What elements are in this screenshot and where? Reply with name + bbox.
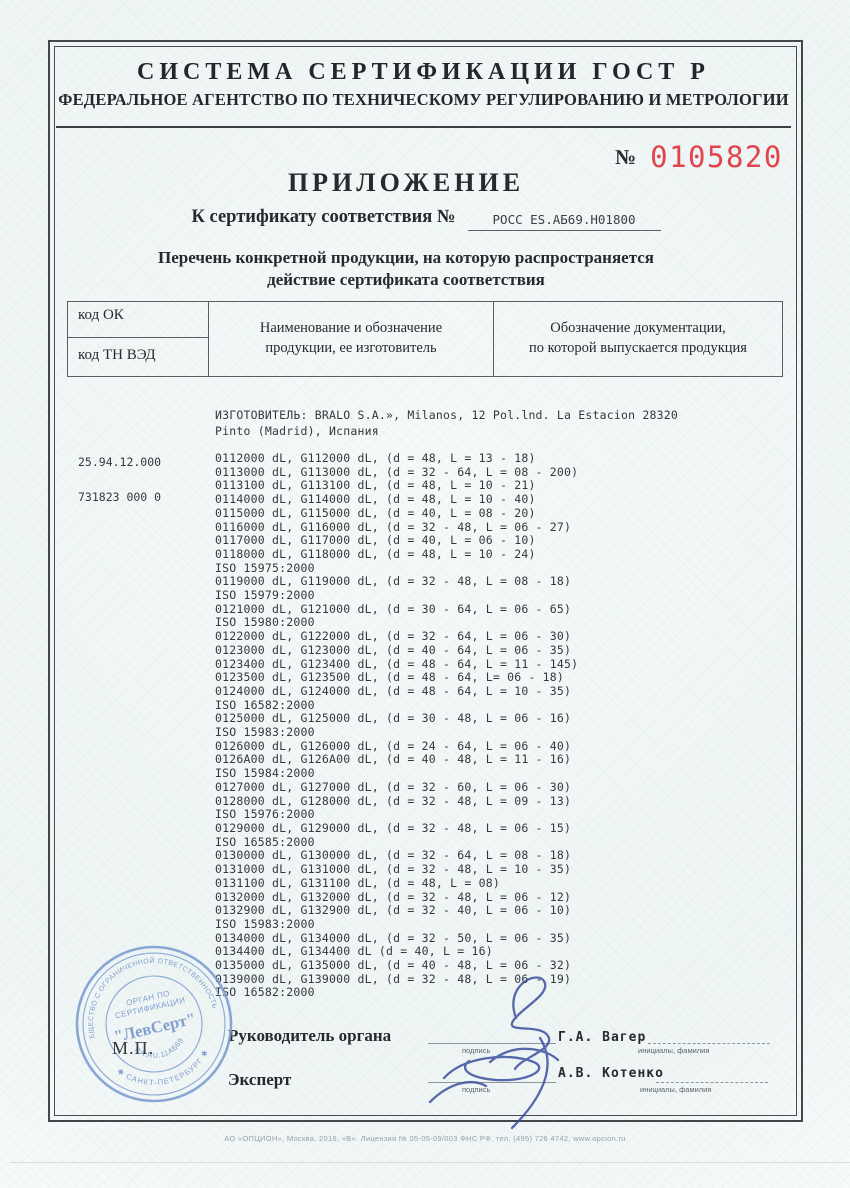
product-line: ISO 15979:2000 (215, 588, 315, 603)
signature-caption-1: подпись (462, 1046, 491, 1055)
tnved-code-value: 731823 000 0 (78, 490, 162, 504)
product-line: ISO 16585:2000 (215, 834, 315, 849)
product-line: 0124000 dL, G124000 dL, (d = 48 - 64, L … (215, 683, 572, 698)
product-line: 0117000 dL, G117000 dL, (d = 40, L = 06 … (215, 533, 536, 548)
product-list: 0112000 dL, G112000 dL, (d = 48, L = 13 … (215, 451, 579, 1000)
number-sign: № (615, 145, 637, 169)
product-name-header-line2: продукции, ее изготовитель (265, 340, 437, 356)
certificate-number: РОСС ES.АБ69.Н01800 (467, 212, 661, 231)
expert-name: А.В. Котенко (558, 1066, 664, 1081)
product-line: 0130000 dL, G130000 dL, (d = 32 - 64, L … (215, 848, 572, 863)
signature-line-1 (428, 1043, 556, 1044)
stamp-circles (75, 945, 233, 1103)
product-line: ISO 16582:2000 (215, 697, 315, 712)
signature-caption-2: подпись (462, 1085, 491, 1094)
manufacturer-line2: Pinto (Madrid), Испания (215, 423, 379, 438)
signature-line-2 (428, 1082, 556, 1083)
expert-label: Эксперт (228, 1070, 292, 1089)
tnved-code-header: код ТН ВЭД (78, 347, 156, 363)
product-line: ISO 15980:2000 (215, 615, 315, 630)
documentation-header-line2: по которой выпускается продукция (529, 340, 747, 356)
page-bottom-edge (10, 1162, 850, 1163)
product-line: 0128000 dL, G128000 dL, (d = 32 - 48, L … (215, 793, 572, 808)
documentation-column-header: Обозначение документации, по которой вып… (494, 302, 782, 376)
product-line: ISO 15983:2000 (215, 725, 315, 740)
product-line: 0134000 dL, G134000 dL, (d = 32 - 50, L … (215, 930, 572, 945)
product-line: ISO 15983:2000 (215, 916, 315, 931)
name-caption-2: инициалы, фамилия (640, 1085, 712, 1094)
product-line: 0121000 dL, G121000 dL, (d = 30 - 64, L … (215, 601, 572, 616)
product-line: 0115000 dL, G115000 dL, (d = 40, L = 08 … (215, 505, 536, 520)
codes-column-header: код ОК код ТН ВЭД (68, 302, 209, 376)
outer-frame (48, 40, 803, 1122)
printing-house-fine-print: АО «ОПЦИОН», Москва, 2016, «В». Лицензия… (224, 1134, 626, 1143)
manufacturer-block: ИЗГОТОВИТЕЛЬ: BRALO S.A.», Milanos, 12 P… (215, 408, 678, 439)
product-line: 0135000 dL, G135000 dL, (d = 40 - 48, L … (215, 958, 572, 973)
product-line: 0132000 dL, G132000 dL, (d = 32 - 48, L … (215, 889, 572, 904)
product-line: 0127000 dL, G127000 dL, (d = 32 - 60, L … (215, 779, 572, 794)
product-line: 0118000 dL, G118000 dL, (d = 48, L = 10 … (215, 546, 536, 561)
product-line: 0113100 dL, G113100 dL, (d = 48, L = 10 … (215, 478, 536, 493)
product-line: ISO 15975:2000 (215, 560, 315, 575)
handwritten-signatures (428, 976, 560, 1130)
head-of-body-label: Руководитель органа (228, 1026, 392, 1045)
system-title: СИСТЕМА СЕРТИФИКАЦИИ ГОСТ Р (137, 59, 710, 85)
product-line: 0131100 dL, G131100 dL, (d = 48, L = 08) (215, 875, 500, 890)
product-line: 0131000 dL, G131000 dL, (d = 32 - 48, L … (215, 862, 572, 877)
name-line-2 (656, 1082, 768, 1083)
certificate-reference-label: К сертификату соответствия № (191, 207, 456, 227)
stamp-place-label: М.П. (112, 1038, 155, 1058)
document-title: ПРИЛОЖЕНИЕ (287, 168, 525, 197)
annex-description-line1: Перечень конкретной продукции, на котору… (157, 248, 655, 267)
inner-frame (54, 46, 797, 1116)
product-line: 0125000 dL, G125000 dL, (d = 30 - 48, L … (215, 711, 572, 726)
product-name-header-line1: Наименование и обозначение (259, 320, 443, 337)
header-box: СИСТЕМА СЕРТИФИКАЦИИ ГОСТ Р ФЕДЕРАЛЬНОЕ … (56, 48, 791, 128)
blank-number-value: 0105820 (650, 140, 783, 174)
product-line: 0123400 dL, G123400 dL, (d = 48 - 64, L … (215, 656, 579, 671)
ok-code-header: код ОК (68, 302, 208, 338)
name-caption-1: инициалы, фамилия (638, 1046, 710, 1055)
ok-code-value: 25.94.12.000 (78, 455, 162, 469)
product-table-header: код ОК код ТН ВЭД Наименование и обознач… (67, 301, 783, 377)
product-line: 0116000 dL, G116000 dL, (d = 32 - 48, L … (215, 519, 572, 534)
product-line: 0134400 dL, G134400 dL (d = 40, L = 16) (215, 944, 493, 959)
name-line-1 (648, 1043, 770, 1044)
documentation-header-line1: Обозначение документации, (550, 320, 726, 337)
product-line: 0112000 dL, G112000 dL, (d = 48, L = 13 … (215, 451, 536, 465)
product-line: 0126000 dL, G126000 dL, (d = 24 - 64, L … (215, 738, 572, 753)
product-line: 0129000 dL, G129000 dL, (d = 32 - 48, L … (215, 820, 572, 835)
product-line: 0119000 dL, G119000 dL, (d = 32 - 48, L … (215, 574, 572, 589)
product-line: 0123500 dL, G123500 dL, (d = 48 - 64, L=… (215, 670, 565, 685)
product-line: 0132900 dL, G132900 dL, (d = 32 - 40, L … (215, 903, 572, 918)
annex-description: Перечень конкретной продукции, на котору… (56, 247, 756, 291)
manufacturer-line1: ИЗГОТОВИТЕЛЬ: BRALO S.A.», Milanos, 12 P… (215, 408, 679, 422)
head-of-body-name: Г.А. Вагер (558, 1030, 647, 1045)
product-line: 0122000 dL, G122000 dL, (d = 32 - 64, L … (215, 629, 572, 644)
product-line: ISO 15976:2000 (215, 807, 315, 822)
annex-description-line2: действие сертификата соответствия (267, 270, 545, 290)
product-line: 0113000 dL, G113000 dL, (d = 32 - 64, L … (215, 464, 579, 479)
agency-subtitle: ФЕДЕРАЛЬНОЕ АГЕНТСТВО ПО ТЕХНИЧЕСКОМУ РЕ… (58, 90, 789, 109)
blank-number: № 0105820 (615, 140, 783, 174)
certificate-reference: К сертификату соответствия № РОСС ES.АБ6… (56, 207, 796, 231)
product-line: ISO 15984:2000 (215, 766, 315, 781)
product-line: 0126A00 dL, G126A00 dL, (d = 40 - 48, L … (215, 752, 572, 767)
signature-ink-strokes (428, 976, 560, 1130)
product-line: 0123000 dL, G123000 dL, (d = 40 - 64, L … (215, 642, 572, 657)
product-line: 0114000 dL, G114000 dL, (d = 48, L = 10 … (215, 492, 536, 507)
product-name-column-header: Наименование и обозначение продукции, ее… (209, 302, 494, 376)
